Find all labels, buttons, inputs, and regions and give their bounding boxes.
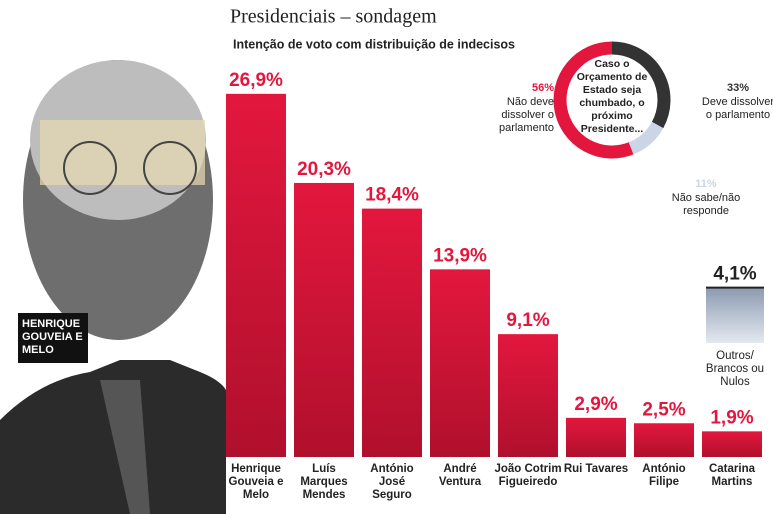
- value-label: 26,9%: [229, 70, 283, 91]
- donut-label: Deve dissolver o parlamento: [701, 96, 773, 121]
- value-label: 2,5%: [642, 399, 685, 420]
- bar: [634, 423, 694, 457]
- x-tick-label: Henrique Gouveia e Melo: [228, 463, 284, 501]
- donut-segment: [553, 41, 634, 159]
- donut-label: Não sabe/não responde: [671, 192, 741, 217]
- value-label: 13,9%: [433, 245, 487, 266]
- other-label: Outros/ Brancos ou Nulos: [705, 350, 765, 388]
- x-tick-label: António Filipe: [642, 463, 686, 488]
- bar: [430, 269, 490, 457]
- x-tick-label: João Cotrim Figueiredo: [494, 463, 562, 488]
- other-bar: [706, 287, 764, 343]
- bar: [226, 93, 286, 457]
- other-value-label: 4,1%: [713, 264, 756, 285]
- chart-subtitle: Intenção de voto com distribuição de ind…: [233, 37, 515, 51]
- value-label: 9,1%: [506, 310, 549, 331]
- donut-segment: [611, 41, 671, 129]
- x-tick-label: André Ventura: [438, 463, 482, 488]
- donut-value-label: 33%: [726, 82, 750, 94]
- donut-label: Não deve dissolver o parlamento: [498, 96, 554, 134]
- portrait: [0, 60, 226, 514]
- donut-value-label: 11%: [695, 178, 717, 190]
- x-tick-label: Rui Tavares: [563, 463, 629, 475]
- bar: [566, 417, 626, 457]
- bar: [362, 208, 422, 457]
- bar: [498, 334, 558, 457]
- bar: [294, 182, 354, 457]
- bar: [702, 431, 762, 457]
- value-label: 2,9%: [574, 394, 617, 415]
- value-label: 1,9%: [710, 407, 753, 428]
- caption-box: [18, 313, 88, 363]
- value-label: 20,3%: [297, 159, 351, 180]
- donut-segment: [628, 121, 664, 155]
- chart-title: Presidenciais – sondagem: [230, 6, 437, 28]
- x-tick-label: Catarina Martins: [708, 463, 756, 488]
- donut-value-label: 56%: [531, 82, 554, 94]
- x-tick-label: António José Seguro: [370, 463, 414, 501]
- donut-center-text: Caso o Orçamento de Estado seja chumbado…: [576, 58, 648, 135]
- photo-caption: HENRIQUE GOUVEIA E MELO: [22, 318, 83, 356]
- x-tick-label: Luís Marques Mendes: [300, 463, 348, 501]
- value-label: 18,4%: [365, 185, 419, 206]
